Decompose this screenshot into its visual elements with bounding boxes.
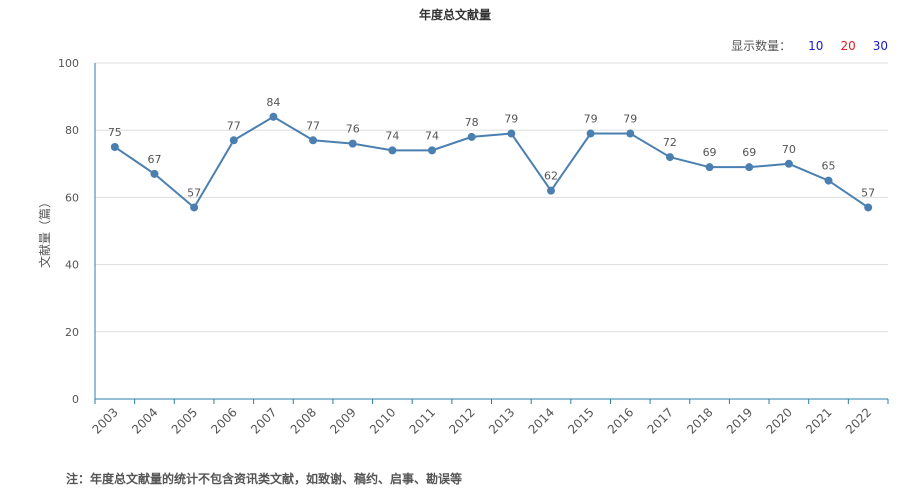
x-tick-label: 2022 [843,405,874,436]
data-label: 70 [782,143,796,156]
x-tick-label: 2005 [169,405,200,436]
data-label: 57 [861,186,875,199]
data-label: 76 [346,123,360,136]
data-label: 65 [822,160,836,173]
display-count-option-20[interactable]: 20 [840,38,856,53]
x-tick-label: 2007 [248,405,279,436]
data-point [665,153,674,162]
data-label: 69 [742,146,756,159]
data-point [428,146,437,155]
x-tick-label: 2016 [605,405,636,436]
display-count-selector: 显示数量： 10 20 30 [731,37,888,54]
data-point [467,132,476,141]
x-tick-label: 2008 [288,405,319,436]
footnote: 注：年度总文献量的统计不包含资讯类文献，如致谢、稿约、启事、勘误等 [66,472,463,486]
data-point [546,186,555,195]
data-label: 78 [465,116,479,129]
y-tick-label: 80 [65,124,79,137]
data-label: 62 [544,170,558,183]
y-tick-label: 40 [65,259,79,272]
data-point [190,203,199,212]
data-point [586,129,595,138]
x-tick-label: 2012 [446,405,477,436]
data-label: 75 [108,126,122,139]
data-label: 79 [623,113,637,126]
data-label: 72 [663,136,677,149]
display-count-option-30[interactable]: 30 [872,38,888,53]
series-line [114,115,869,210]
x-tick-label: 2003 [89,405,120,436]
x-tick-label: 2020 [763,405,794,436]
data-label: 74 [425,129,439,142]
data-point [864,203,873,212]
data-label: 84 [266,96,280,109]
data-label: 74 [385,129,399,142]
y-tick-label: 0 [72,393,79,406]
data-point [348,139,357,148]
display-count-label: 显示数量： [731,39,792,53]
data-label: 67 [147,153,161,166]
data-point [150,169,159,178]
data-point [309,136,318,145]
x-tick-label: 2004 [129,405,160,436]
display-count-option-10[interactable]: 10 [808,38,824,53]
data-label: 69 [703,146,717,159]
data-point [784,159,793,168]
data-label: 57 [187,186,201,199]
y-tick-label: 100 [58,57,79,70]
data-point [110,143,119,151]
x-tick-label: 2010 [367,405,398,436]
data-point [229,136,238,145]
data-point [745,163,754,172]
data-label: 79 [584,113,598,126]
x-tick-label: 2009 [327,405,358,436]
x-tick-label: 2014 [526,405,557,436]
data-point [705,163,714,172]
y-tick-label: 20 [65,326,79,339]
data-point [269,112,278,121]
line-chart: 0 20 40 60 80 100 2003 2004 2005 2006 2007 2008 2009… [58,57,889,437]
data-label: 77 [306,119,320,132]
x-tick-label: 2018 [684,405,715,436]
chart-title: 年度总文献量 [418,8,491,22]
x-tick-label: 2019 [724,405,755,436]
data-label: 77 [227,119,241,132]
x-tick-label: 2006 [208,405,239,436]
x-tick-label: 2015 [565,405,596,436]
data-point [626,129,635,138]
data-label: 79 [504,113,518,126]
x-tick-label: 2017 [645,405,676,436]
x-tick-label: 2013 [486,405,517,436]
x-tick-label: 2011 [407,405,438,436]
y-tick-label: 60 [65,191,79,204]
data-point [388,146,397,155]
data-point [507,129,516,138]
data-point [824,176,833,185]
x-tick-label: 2021 [803,405,834,436]
